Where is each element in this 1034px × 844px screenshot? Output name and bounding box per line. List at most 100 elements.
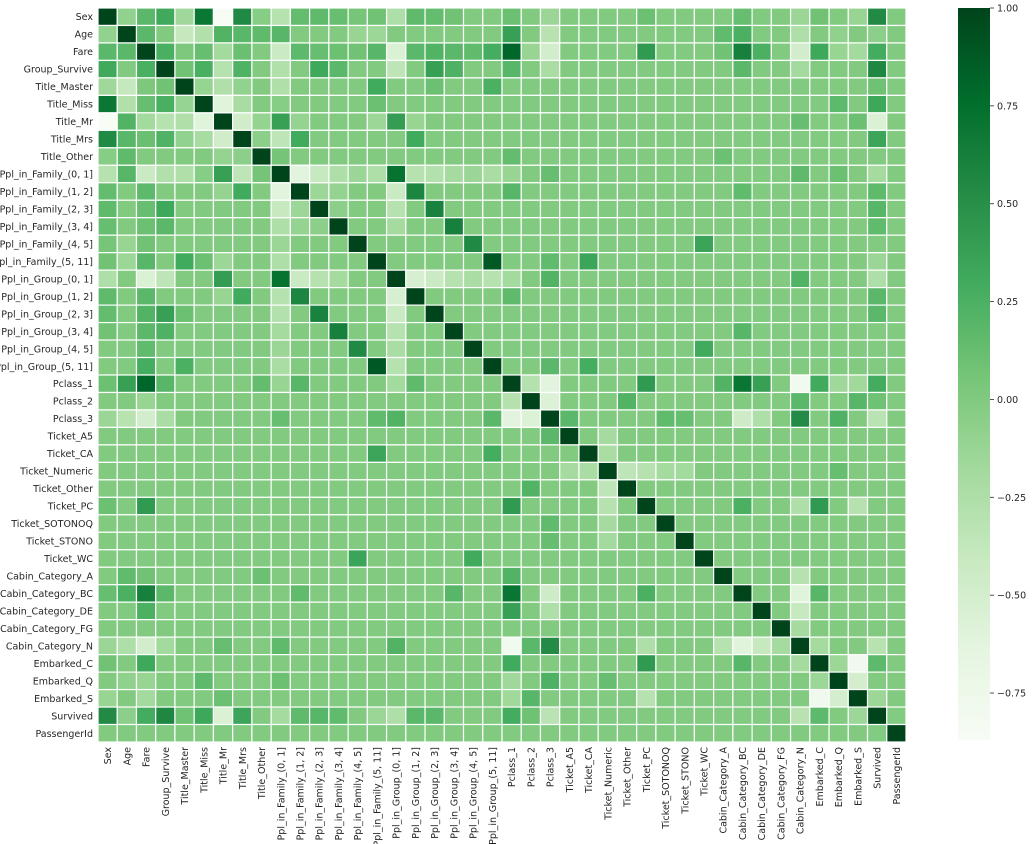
heatmap-cell (482, 444, 503, 463)
heatmap-cell (597, 654, 619, 673)
heatmap-cell (385, 444, 407, 463)
heatmap-cell (155, 24, 176, 44)
heatmap-cell (116, 584, 138, 603)
heatmap-cell (636, 514, 657, 533)
heatmap-cell (578, 584, 599, 603)
heatmap-cell (597, 234, 619, 254)
heatmap-cell (193, 7, 215, 27)
heatmap-cell (251, 217, 272, 236)
heatmap-cell (135, 706, 157, 726)
heatmap-cell (597, 59, 619, 79)
heatmap-cell (193, 147, 215, 166)
heatmap-cell (770, 688, 792, 708)
heatmap-cell (116, 321, 138, 341)
heatmap-cell (751, 584, 772, 603)
heatmap-cell (751, 112, 772, 131)
heatmap-cell (97, 479, 118, 498)
heatmap-cell (309, 496, 330, 516)
heatmap-cell (655, 164, 676, 184)
heatmap-cell (174, 549, 195, 568)
heatmap-cell (578, 514, 599, 533)
heatmap-cell (616, 304, 638, 324)
heatmap-cell (655, 566, 676, 586)
heatmap-cell (578, 94, 599, 114)
heatmap-cell (713, 234, 734, 254)
heatmap-cell (732, 77, 753, 96)
heatmap-cell (770, 42, 792, 62)
heatmap-cell (789, 199, 811, 219)
heatmap-cell (501, 688, 522, 708)
heatmap-cell (193, 112, 215, 131)
x-tick-label: Title_Mr (219, 747, 230, 785)
heatmap-cell (309, 252, 330, 271)
x-tick-label: Survived (873, 747, 884, 789)
heatmap-cell (866, 444, 888, 463)
heatmap-cell (732, 619, 753, 638)
heatmap-cell (424, 706, 445, 726)
heatmap-cell (770, 479, 792, 498)
heatmap-cell (116, 77, 138, 96)
heatmap-cell (212, 252, 234, 271)
heatmap-cell (597, 77, 619, 96)
heatmap-cell (809, 321, 830, 341)
heatmap-cell (443, 409, 465, 429)
heatmap-cell (155, 339, 176, 359)
heatmap-cell (366, 59, 388, 79)
heatmap-cell (828, 566, 849, 586)
heatmap-cell (751, 636, 772, 656)
heatmap-cell (578, 304, 599, 324)
heatmap-cell (174, 671, 195, 691)
heatmap-cell (309, 7, 330, 27)
heatmap-cell (597, 636, 619, 656)
x-tick-label: Pclass_2 (526, 747, 537, 787)
heatmap-cell (174, 706, 195, 726)
heatmap-cell (674, 496, 695, 516)
heatmap-cell (713, 531, 734, 551)
heatmap-cell (289, 671, 311, 691)
heatmap-cell (655, 217, 676, 236)
heatmap-cell (328, 304, 349, 324)
heatmap-cell (732, 339, 753, 359)
heatmap-cell (443, 24, 465, 44)
heatmap-cell (405, 7, 426, 27)
heatmap-cell (809, 426, 830, 446)
heatmap-cell (270, 671, 291, 691)
heatmap-cell (713, 601, 734, 621)
heatmap-cell (424, 252, 445, 271)
heatmap-cell (693, 199, 715, 219)
heatmap-cell (270, 42, 291, 62)
heatmap-cell (866, 24, 888, 44)
heatmap-cell (828, 77, 849, 96)
heatmap-cell (828, 339, 849, 359)
heatmap-cell (366, 549, 388, 568)
heatmap-cell (713, 24, 734, 44)
heatmap-cell (866, 269, 888, 289)
heatmap-cell (155, 77, 176, 96)
heatmap-cell (155, 252, 176, 271)
heatmap-cell (174, 566, 195, 586)
heatmap-cell (289, 601, 311, 621)
heatmap-cell (289, 514, 311, 533)
heatmap-cell (732, 531, 753, 551)
heatmap-cell (616, 514, 638, 533)
heatmap-cell (116, 391, 138, 411)
heatmap-cell (501, 339, 522, 359)
heatmap-cell (366, 584, 388, 603)
heatmap-cell (309, 584, 330, 603)
heatmap-cell (482, 409, 503, 429)
heatmap-cell (616, 619, 638, 638)
heatmap-cell (193, 42, 215, 62)
heatmap-cell (655, 636, 676, 656)
heatmap-cell (789, 409, 811, 429)
heatmap-cell (828, 461, 849, 481)
heatmap-cell (385, 461, 407, 481)
heatmap-cell (270, 24, 291, 44)
heatmap-cell (847, 723, 869, 743)
heatmap-cell (328, 461, 349, 481)
colorbar-tick-label: −0.25 (997, 493, 1026, 504)
heatmap-cell (309, 147, 330, 166)
heatmap-cell (366, 339, 388, 359)
heatmap-cell (135, 94, 157, 114)
heatmap-cell (174, 584, 195, 603)
y-tick-label: Group_Survive (24, 65, 94, 76)
